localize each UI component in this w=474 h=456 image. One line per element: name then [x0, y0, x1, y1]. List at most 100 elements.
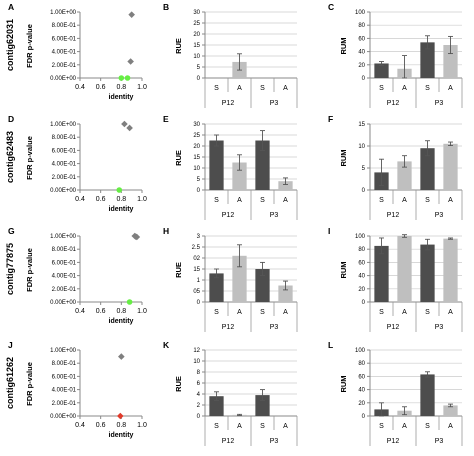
category-label: S: [379, 423, 384, 430]
category-label: A: [402, 309, 407, 316]
y-tick-label: 15: [358, 122, 365, 128]
y-tick-label: 2: [197, 403, 201, 409]
category-label: A: [237, 423, 242, 430]
row-label: contig62031: [5, 19, 15, 71]
y-tick-label: 2.5: [192, 245, 201, 251]
y-tick-label: 02: [193, 256, 200, 262]
data-point: [118, 353, 125, 360]
y-tick-label: 40: [358, 50, 365, 56]
x-tick-label: 0.8: [116, 308, 126, 315]
panel-l: L RUM 0 20 40 60 80 100 S A S A P12 P3: [328, 340, 463, 446]
y-tick-label: 8.00E-01: [52, 247, 77, 253]
x-tick-label: 1.0: [137, 422, 147, 429]
y-tick-label: 8.00E-01: [52, 23, 77, 29]
data-point: [126, 124, 133, 132]
y-tick-label: 1.00E+00: [50, 10, 77, 16]
y-tick-label: 15: [193, 43, 200, 49]
bar: [374, 63, 389, 78]
y-axis-label: RUE: [174, 38, 183, 54]
category-label: S: [425, 423, 430, 430]
data-point: [124, 75, 131, 81]
panel-letter: J: [8, 340, 13, 350]
panel-c: C RUM 0 20 40 60 80 100 S A S A P12 P3: [328, 2, 463, 108]
y-tick-label: 20: [358, 287, 365, 293]
x-tick-label: 1.0: [137, 196, 147, 203]
y-tick-label: 15: [193, 155, 200, 161]
x-tick-label: 0.4: [75, 308, 85, 315]
category-label: A: [402, 85, 407, 92]
y-tick-label: 10: [358, 144, 365, 150]
y-axis-label: RUE: [174, 262, 183, 278]
y-tick-label: 0: [362, 76, 366, 82]
bar: [209, 396, 224, 416]
bar: [420, 148, 435, 190]
y-tick-label: 0.00E+00: [50, 76, 77, 82]
category-label: S: [214, 85, 219, 92]
panel-b: B RUE 0 5 10 15 20 25 30 S A S A P12 P3: [163, 2, 298, 108]
bar: [443, 45, 458, 78]
panel-f: F RUM 0 5 10 15 S A S A P12 P3: [328, 114, 463, 220]
y-tick-label: 5: [362, 166, 366, 172]
y-tick-label: 20: [358, 63, 365, 69]
group-label: P12: [387, 100, 400, 107]
y-tick-label: 0: [362, 414, 366, 420]
bar: [255, 395, 270, 416]
y-tick-label: 1: [197, 278, 201, 284]
group-label: P3: [435, 324, 444, 331]
x-tick-label: 0.6: [96, 308, 106, 315]
y-tick-label: 30: [193, 10, 200, 16]
y-tick-label: 80: [358, 23, 365, 29]
y-tick-label: 20: [193, 32, 200, 38]
x-axis-label: identity: [109, 94, 134, 101]
bar: [443, 238, 458, 302]
panel-letter: B: [163, 2, 169, 12]
y-axis-label: RUM: [339, 375, 348, 392]
category-label: A: [448, 309, 453, 316]
y-tick-label: 80: [358, 361, 365, 367]
bar: [443, 143, 458, 190]
y-tick-label: 15: [193, 267, 200, 273]
y-axis-label: RUE: [174, 150, 183, 166]
y-tick-label: 60: [358, 36, 365, 42]
category-label: S: [260, 423, 265, 430]
category-label: A: [402, 423, 407, 430]
y-tick-label: 20: [193, 144, 200, 150]
category-label: S: [214, 309, 219, 316]
y-axis-label: FDR p-value: [25, 136, 34, 180]
category-label: A: [283, 85, 288, 92]
y-tick-label: 10: [193, 166, 200, 172]
panel-k: K RUE 0 2 4 6 8 10 12 S A S A P12 P3: [163, 340, 298, 446]
category-label: S: [379, 309, 384, 316]
category-label: A: [402, 197, 407, 204]
category-label: S: [379, 85, 384, 92]
panel-letter: H: [163, 226, 169, 236]
y-tick-label: 80: [358, 247, 365, 253]
y-tick-label: 0.00E+00: [50, 300, 77, 306]
category-label: S: [214, 423, 219, 430]
y-tick-label: 8.00E-01: [52, 361, 77, 367]
data-point: [128, 11, 135, 18]
bar: [420, 244, 435, 302]
bar: [255, 269, 270, 302]
y-tick-label: 1.00E+00: [50, 122, 77, 128]
bar: [278, 181, 293, 190]
group-label: P12: [222, 324, 235, 331]
y-tick-label: 20: [358, 401, 365, 407]
y-tick-label: 5: [197, 65, 201, 71]
category-label: A: [448, 85, 453, 92]
category-label: S: [425, 85, 430, 92]
y-tick-label: 2.00E-01: [52, 63, 77, 69]
y-tick-label: 40: [358, 388, 365, 394]
y-tick-label: 60: [358, 374, 365, 380]
x-tick-label: 0.4: [75, 84, 85, 91]
bar: [209, 140, 224, 190]
panel-h: H RUE 0 05 1 15 02 2.5 3 S A S A P12 P3: [163, 226, 298, 332]
group-label: P12: [222, 212, 235, 219]
y-tick-label: 25: [193, 133, 200, 139]
panel-letter: E: [163, 114, 169, 124]
x-tick-label: 0.4: [75, 422, 85, 429]
y-tick-label: 100: [355, 234, 366, 240]
y-tick-label: 10: [193, 54, 200, 60]
bar: [278, 285, 293, 302]
